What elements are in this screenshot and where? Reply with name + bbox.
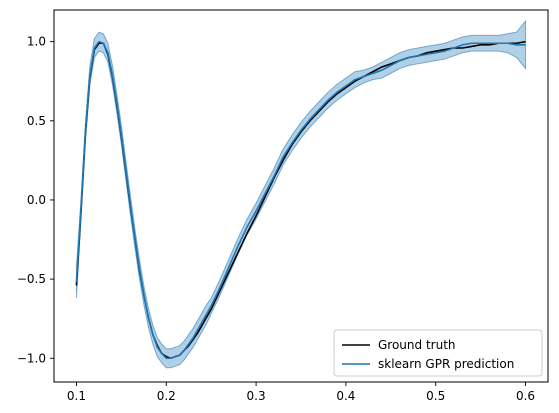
legend-label: sklearn GPR prediction [378,357,514,371]
x-tick-label: 0.1 [67,389,86,403]
axes-frame [53,9,549,383]
x-tick-label: 0.3 [247,389,266,403]
confidence-band-layer [75,19,527,369]
series-line-layer [75,40,526,360]
gpr-prediction-line [75,40,526,360]
legend: Ground truth sklearn GPR prediction [333,329,543,377]
x-tick-label: 0.5 [426,389,445,403]
y-axis-ticks: 1.0 0.5 0.0 −0.5 −1.0 [17,35,54,365]
legend-box [333,329,543,377]
y-tick-label: 1.0 [27,35,46,49]
y-tick-label: 0.0 [27,193,46,207]
y-tick-label: 0.5 [27,114,46,128]
y-tick-label: −0.5 [17,272,46,286]
prediction-confidence-band [75,19,527,369]
x-tick-label: 0.6 [516,389,535,403]
legend-label: Ground truth [378,338,456,352]
y-tick-label: −1.0 [17,351,46,365]
x-axis-ticks: 0.1 0.2 0.3 0.4 0.5 0.6 [67,382,535,403]
x-tick-label: 0.4 [336,389,355,403]
x-tick-label: 0.2 [157,389,176,403]
